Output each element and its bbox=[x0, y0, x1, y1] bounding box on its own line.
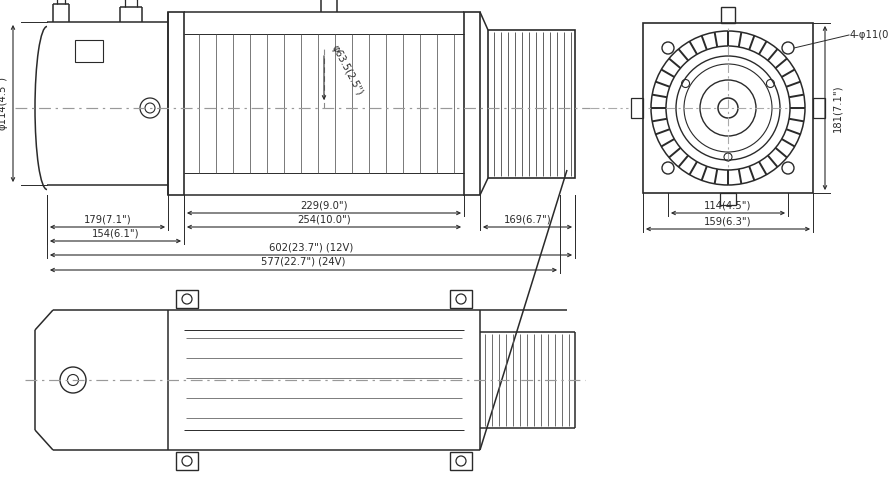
Bar bbox=[721, 7, 735, 23]
Bar bbox=[631, 98, 643, 118]
Text: 169(6.7"): 169(6.7") bbox=[504, 214, 551, 224]
Text: 179(7.1"): 179(7.1") bbox=[84, 214, 132, 224]
Bar bbox=[168, 12, 184, 195]
Bar bbox=[75, 40, 103, 62]
Text: 577(22.7") (24V): 577(22.7") (24V) bbox=[261, 257, 346, 267]
Bar bbox=[176, 290, 198, 308]
Bar bbox=[450, 290, 472, 308]
Text: 159(6.3"): 159(6.3") bbox=[704, 216, 752, 226]
Text: 114(4.5"): 114(4.5") bbox=[704, 200, 752, 210]
Text: 181(7.1"): 181(7.1") bbox=[832, 84, 842, 132]
Bar bbox=[464, 12, 480, 195]
Text: φ63.5(2.5"): φ63.5(2.5") bbox=[329, 43, 364, 97]
Text: 154(6.1"): 154(6.1") bbox=[92, 228, 140, 238]
Bar bbox=[643, 23, 813, 193]
Text: 4-φ11(0.43"): 4-φ11(0.43") bbox=[850, 30, 889, 40]
Text: 229(9.0"): 229(9.0") bbox=[300, 200, 348, 210]
Bar bbox=[176, 452, 198, 470]
Bar bbox=[488, 30, 575, 178]
Text: 254(10.0"): 254(10.0") bbox=[297, 214, 351, 224]
Bar bbox=[450, 452, 472, 470]
Text: φ114(4.5"): φ114(4.5") bbox=[0, 76, 8, 131]
Text: 602(23.7") (12V): 602(23.7") (12V) bbox=[268, 242, 353, 252]
Bar bbox=[720, 193, 736, 205]
Bar bbox=[813, 98, 825, 118]
